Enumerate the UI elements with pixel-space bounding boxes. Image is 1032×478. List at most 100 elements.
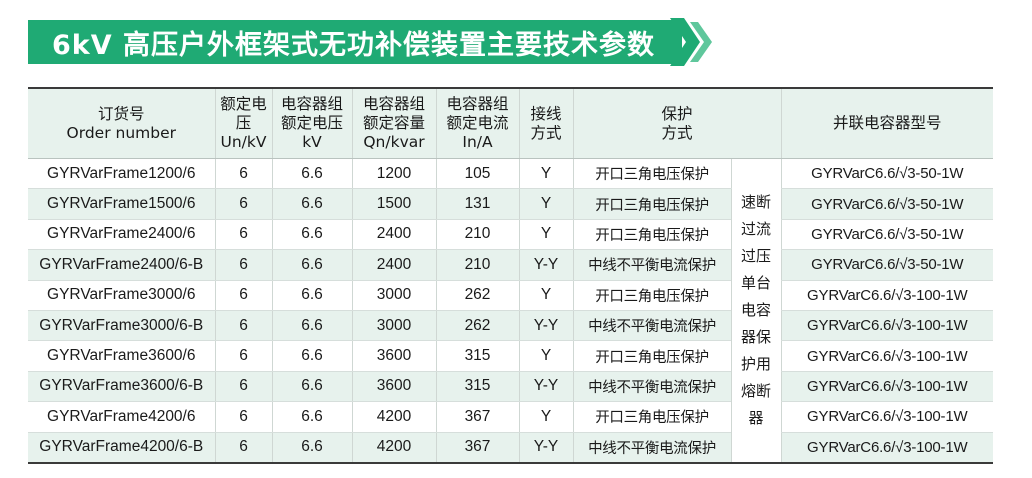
title-banner: 6kV 高压户外框架式无功补偿装置主要技术参数: [28, 20, 682, 64]
cell-rated-voltage: 6: [214, 249, 272, 281]
cell-capacitor-model: GYRVarC6.6/√3-100-1W: [780, 432, 994, 464]
cell-capacity: 4200: [351, 401, 436, 433]
header-wiring: 接线 方式: [518, 87, 573, 159]
table-row: GYRVarFrame3000/6 6 6.6 3000 262 Y 开口三角电压保护 GYR…: [28, 280, 994, 311]
cell-current: 210: [435, 249, 519, 281]
header-order-number: 订货号 Order number: [28, 87, 215, 159]
cell-rated-voltage: 6: [214, 219, 272, 251]
cell-capacity: 3600: [351, 340, 436, 372]
spec-table: 订货号 Order number 额定电 压 Un/kV 电容器组 额定电压 k…: [28, 87, 994, 464]
cell-capacitor-voltage: 6.6: [271, 188, 352, 220]
cell-wiring: Y-Y: [518, 249, 573, 281]
cell-protection: 中线不平衡电流保护: [572, 310, 731, 342]
cell-order-number: GYRVarFrame1200/6: [28, 158, 215, 190]
header-capacitor-capacity: 电容器组 额定容量 Qn/kvar: [351, 87, 436, 159]
table-row: GYRVarFrame4200/6-B 6 6.6 4200 367 Y-Y 中线不平衡电流…: [28, 432, 994, 464]
cell-current: 131: [435, 188, 519, 220]
table-row: GYRVarFrame3600/6-B 6 6.6 3600 315 Y-Y 中线不平衡电流…: [28, 371, 994, 403]
header-model: 并联电容器型号: [780, 87, 994, 159]
cell-order-number: GYRVarFrame3000/6-B: [28, 310, 215, 342]
table-row: GYRVarFrame1200/6 6 6.6 1200 105 Y 开口三角电压保护 速断过…: [28, 158, 994, 464]
cell-order-number: GYRVarFrame4200/6-B: [28, 432, 215, 464]
cell-capacitor-voltage: 6.6: [271, 249, 352, 281]
cell-wiring: Y: [518, 188, 573, 220]
cell-order-number: GYRVarFrame3600/6-B: [28, 371, 215, 403]
cell-protection: 开口三角电压保护: [572, 280, 731, 311]
table-row: GYRVarFrame3000/6-B 6 6.6 3000 262 Y-Y 中线不平衡电流…: [28, 310, 994, 342]
table-row: GYRVarFrame1500/6 6 6.6 1500 131 Y 开口三角电压保护 GYR…: [28, 188, 994, 220]
table-body: GYRVarFrame1200/6 6 6.6 1200 105 Y 开口三角电压保护 速断过…: [28, 158, 994, 464]
cell-capacity: 3000: [351, 310, 436, 342]
cell-capacity: 1500: [351, 188, 436, 220]
table-row: GYRVarFrame2400/6-B 6 6.6 2400 210 Y-Y 中线不平衡电流…: [28, 249, 994, 281]
cell-wiring: Y: [518, 340, 573, 372]
cell-wiring: Y-Y: [518, 432, 573, 464]
cell-current: 262: [435, 310, 519, 342]
cell-rated-voltage: 6: [214, 371, 272, 403]
cell-capacitor-model: GYRVarC6.6/√3-50-1W: [780, 188, 994, 220]
cell-capacity: 3000: [351, 280, 436, 311]
cell-capacitor-voltage: 6.6: [271, 340, 352, 372]
cell-capacitor-voltage: 6.6: [271, 371, 352, 403]
cell-order-number: GYRVarFrame4200/6: [28, 401, 215, 433]
cell-rated-voltage: 6: [214, 158, 272, 190]
cell-protection: 中线不平衡电流保护: [572, 249, 731, 281]
cell-capacity: 3600: [351, 371, 436, 403]
cell-protection: 开口三角电压保护: [572, 219, 731, 251]
header-capacitor-voltage: 电容器组 额定电压 kV: [271, 87, 352, 159]
cell-current: 210: [435, 219, 519, 251]
cell-shared-protection: 速断过流过压单台电容器保护用熔断器: [730, 158, 782, 464]
cell-capacitor-model: GYRVarC6.6/√3-50-1W: [780, 249, 994, 281]
cell-current: 315: [435, 371, 519, 403]
cell-current: 262: [435, 280, 519, 311]
header-protection: 保护 方式: [572, 87, 782, 159]
cell-protection: 开口三角电压保护: [572, 158, 731, 190]
cell-protection: 中线不平衡电流保护: [572, 371, 731, 403]
cell-order-number: GYRVarFrame3600/6: [28, 340, 215, 372]
cell-order-number: GYRVarFrame3000/6: [28, 280, 215, 311]
cell-rated-voltage: 6: [214, 310, 272, 342]
cell-capacity: 2400: [351, 249, 436, 281]
cell-capacitor-voltage: 6.6: [271, 158, 352, 190]
table-row: GYRVarFrame2400/6 6 6.6 2400 210 Y 开口三角电压保护 GYR…: [28, 219, 994, 251]
cell-wiring: Y: [518, 219, 573, 251]
table-row: GYRVarFrame4200/6 6 6.6 4200 367 Y 开口三角电压保护 GYR…: [28, 401, 994, 433]
cell-wiring: Y-Y: [518, 371, 573, 403]
header-rated-voltage: 额定电 压 Un/kV: [214, 87, 272, 159]
cell-current: 105: [435, 158, 519, 190]
cell-protection: 开口三角电压保护: [572, 401, 731, 433]
cell-capacitor-voltage: 6.6: [271, 432, 352, 464]
cell-capacitor-model: GYRVarC6.6/√3-100-1W: [780, 280, 994, 311]
cell-capacity: 2400: [351, 219, 436, 251]
cell-current: 367: [435, 432, 519, 464]
cell-wiring: Y: [518, 280, 573, 311]
cell-rated-voltage: 6: [214, 432, 272, 464]
cell-capacitor-voltage: 6.6: [271, 280, 352, 311]
cell-capacitor-model: GYRVarC6.6/√3-100-1W: [780, 371, 994, 403]
cell-wiring: Y-Y: [518, 310, 573, 342]
cell-order-number: GYRVarFrame2400/6: [28, 219, 215, 251]
double-chevron-right-icon: [670, 18, 712, 66]
cell-wiring: Y: [518, 158, 573, 190]
cell-capacitor-voltage: 6.6: [271, 401, 352, 433]
header-capacitor-current: 电容器组 额定电流 In/A: [435, 87, 519, 159]
cell-capacity: 1200: [351, 158, 436, 190]
cell-rated-voltage: 6: [214, 188, 272, 220]
cell-order-number: GYRVarFrame2400/6-B: [28, 249, 215, 281]
cell-capacitor-model: GYRVarC6.6/√3-50-1W: [780, 158, 994, 190]
cell-capacitor-voltage: 6.6: [271, 310, 352, 342]
cell-capacity: 4200: [351, 432, 436, 464]
table-header-row: 订货号 Order number 额定电 压 Un/kV 电容器组 额定电压 k…: [28, 87, 994, 159]
cell-protection: 开口三角电压保护: [572, 340, 731, 372]
cell-wiring: Y: [518, 401, 573, 433]
cell-capacitor-model: GYRVarC6.6/√3-100-1W: [780, 310, 994, 342]
cell-capacitor-model: GYRVarC6.6/√3-50-1W: [780, 219, 994, 251]
cell-current: 315: [435, 340, 519, 372]
cell-capacitor-voltage: 6.6: [271, 219, 352, 251]
table-row: GYRVarFrame3600/6 6 6.6 3600 315 Y 开口三角电压保护 GYR…: [28, 340, 994, 372]
cell-current: 367: [435, 401, 519, 433]
cell-protection: 开口三角电压保护: [572, 188, 731, 220]
cell-capacitor-model: GYRVarC6.6/√3-100-1W: [780, 340, 994, 372]
cell-rated-voltage: 6: [214, 340, 272, 372]
cell-capacitor-model: GYRVarC6.6/√3-100-1W: [780, 401, 994, 433]
